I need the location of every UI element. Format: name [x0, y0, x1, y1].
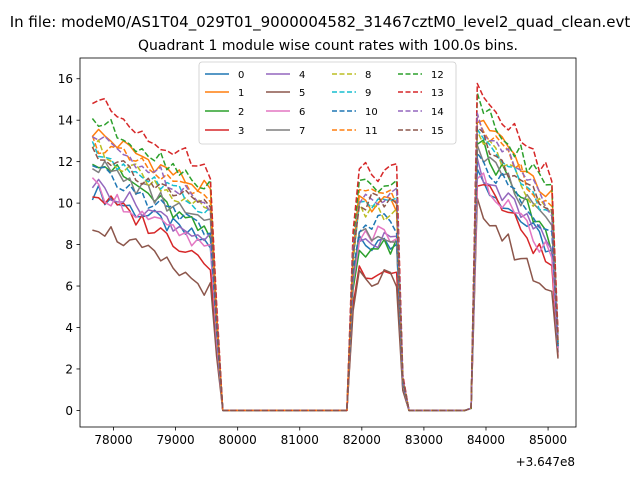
x-tick-label: 81000 — [281, 433, 319, 447]
legend-label-4: 4 — [299, 70, 305, 81]
legend-label-5: 5 — [299, 88, 305, 99]
legend-label-15: 15 — [431, 126, 444, 137]
x-tick-label: 84000 — [467, 433, 505, 447]
y-tick-label: 8 — [65, 238, 73, 252]
series-line-13 — [92, 82, 559, 412]
x-offset-label: +3.647e8 — [516, 455, 575, 469]
x-tick-label: 79000 — [157, 433, 195, 447]
y-tick-label: 10 — [58, 197, 73, 211]
y-tick-label: 2 — [65, 362, 73, 376]
y-tick-label: 6 — [65, 280, 73, 294]
y-tick-label: 14 — [58, 114, 73, 128]
series-layer — [91, 82, 559, 412]
y-tick-label: 0 — [65, 404, 73, 418]
series-line-12 — [91, 92, 559, 412]
legend-label-9: 9 — [365, 88, 371, 99]
x-tick-label: 82000 — [343, 433, 381, 447]
series-line-10 — [92, 152, 559, 412]
legend-box — [198, 61, 457, 145]
x-tick-label: 85000 — [529, 433, 567, 447]
legend-label-3: 3 — [238, 126, 244, 137]
y-tick-label: 16 — [58, 72, 73, 86]
legend-label-0: 0 — [238, 70, 244, 81]
x-tick-label: 83000 — [405, 433, 443, 447]
axes-frame — [79, 57, 577, 428]
series-line-15 — [91, 126, 559, 412]
legend-label-11: 11 — [365, 126, 378, 137]
chart-title: Quadrant 1 module wise count rates with … — [138, 38, 518, 54]
legend-label-1: 1 — [238, 88, 244, 99]
legend-label-7: 7 — [299, 126, 305, 137]
x-tick-label: 80000 — [219, 433, 257, 447]
legend-label-8: 8 — [365, 70, 371, 81]
y-tick-label: 12 — [58, 155, 73, 169]
legend-label-14: 14 — [431, 107, 444, 118]
y-tick-label: 4 — [65, 321, 73, 335]
legend-label-13: 13 — [431, 88, 444, 99]
legend-label-2: 2 — [238, 107, 244, 118]
figure-suptitle: In file: modeM0/AS1T04_029T01_9000004582… — [10, 13, 631, 32]
axes-layer: 78000 79000 80000 81000 82000 83000 84000 85000… — [58, 57, 577, 447]
legend-label-12: 12 — [431, 70, 444, 81]
legend-label-10: 10 — [365, 107, 378, 118]
legend-label-6: 6 — [299, 107, 305, 118]
x-tick-label: 78000 — [94, 433, 132, 447]
